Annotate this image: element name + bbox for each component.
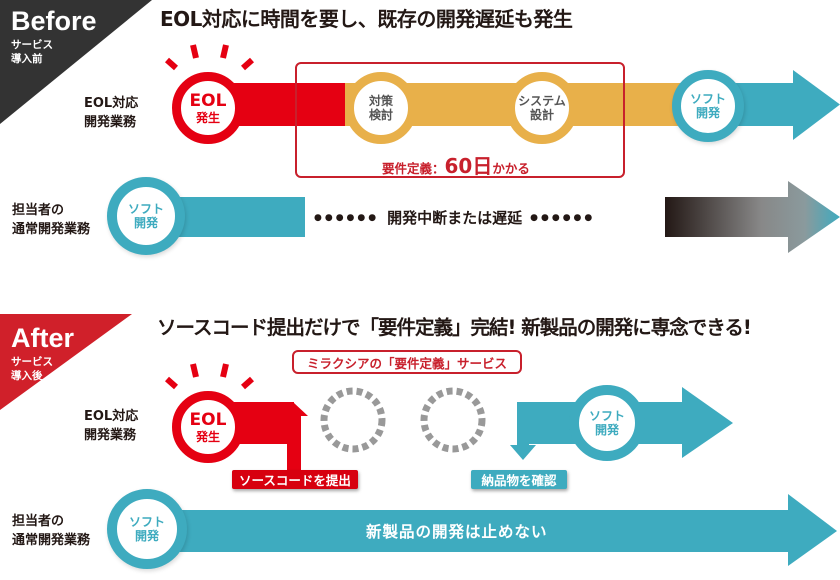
after-row1-label: EOL対応 開発業務 [84,407,138,445]
before-eol-sub: 発生 [195,111,220,125]
before-eol-text: EOL [189,90,227,111]
before-row2-label-line2: 通常開発業務 [12,222,91,237]
requirement-note-prefix: 要件定義： [382,161,445,176]
before-headline: EOL対応に時間を要し、既存の開発遅延も発生 [160,7,573,31]
before-corner-label: Before サービス 導入前 [11,8,97,66]
before-row2-soft-dev-circle: ソフト 開発 [107,177,185,255]
after-row1-label-line1: EOL対応 [84,409,139,424]
interruption-label: 開発中断または遅延 [387,209,523,227]
after-row2-soft-dev-circle: ソフト 開発 [107,489,187,569]
before-row1-label-line1: EOL対応 [84,96,139,111]
dots-left: ●●●●●● [314,212,380,223]
step1-line1: 対策 [368,93,393,108]
step2-line1: システム [518,93,566,108]
before-requirement-box [295,62,625,178]
after-subtitle-line2: 導入後 [11,370,43,382]
before-soft-dev-circle: ソフト 開発 [672,70,744,142]
after-eol-circle: EOL 発生 [172,391,244,463]
before-step-circle-countermeasure: 対策 検討 [345,72,417,144]
soft-circle-line1: ソフト [588,408,625,423]
dots-right: ●●●●●● [530,212,596,223]
requirement-note-days: 60日 [444,154,493,178]
before-row2-label-line1: 担当者の [12,203,65,218]
after-soft-dev-circle: ソフト 開発 [569,385,645,461]
before-subtitle-line1: サービス [11,39,53,51]
after-subtitle-line1: サービス [11,356,53,368]
soft-circle-line2: 開発 [594,423,619,437]
soft-circle-line1: ソフト [127,201,164,216]
soft-circle-line2: 開発 [134,529,159,543]
soft-circle-line2: 開発 [133,216,158,230]
soft-circle-line1: ソフト [689,91,726,106]
soft-circle-line1: ソフト [128,514,165,529]
before-row1-label: EOL対応 開発業務 [84,94,138,132]
step1-line2: 検討 [368,108,393,122]
after-headline: ソースコード提出だけで「要件定義」完結! 新製品の開発に専念できる! [157,316,752,339]
after-row2-label: 担当者の 通常開発業務 [12,512,90,550]
after-eol-text: EOL [189,409,227,430]
confirm-deliverables-tag: 納品物を確認 [471,470,567,489]
after-row2-label-line2: 通常開発業務 [12,533,91,548]
before-requirement-note: 要件定義： 60日 かかる [382,150,530,179]
after-eol-sub: 発生 [195,430,220,444]
after-title: After [11,323,75,353]
before-step-circle-system-design: システム 設計 [506,72,578,144]
submit-source-code-tag: ソースコードを提出 [232,470,358,489]
after-corner-label: After サービス 導入後 [11,325,74,383]
step2-line2: 設計 [529,108,554,122]
before-interruption-text: ●●●●●● 開発中断または遅延 ●●●●●● [314,207,595,228]
before-subtitle-line2: 導入前 [11,53,43,65]
requirement-note-suffix: かかる [492,161,530,176]
after-row2-label-line1: 担当者の [12,514,65,529]
before-row1-label-line2: 開発業務 [84,115,137,130]
before-row2-label: 担当者の 通常開発業務 [12,201,90,239]
soft-circle-line2: 開発 [695,106,720,120]
before-eol-circle: EOL 発生 [172,72,244,144]
after-row1-label-line2: 開発業務 [84,428,137,443]
before-title: Before [11,6,97,36]
after-row2-arrow-text: 新製品の開発は止めない [366,523,548,541]
after-service-label: ミラクシアの「要件定義」サービス [292,350,522,374]
